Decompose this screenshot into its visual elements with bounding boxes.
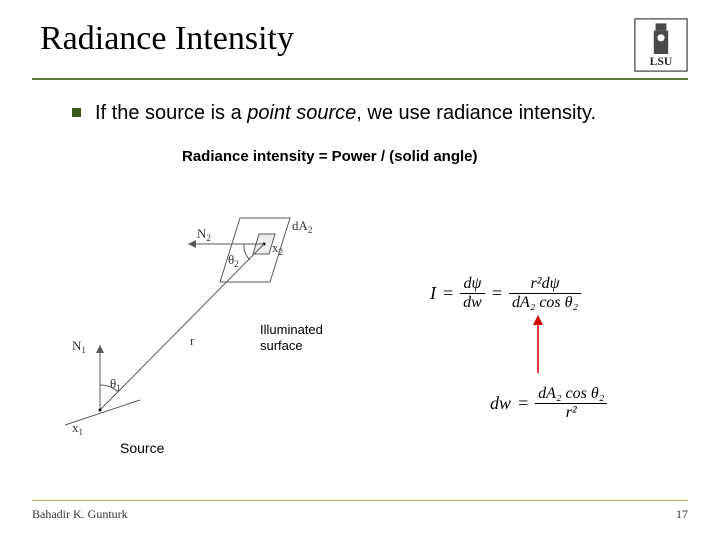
label-illuminated-l2: surface [260, 338, 303, 353]
equals-icon: = [517, 393, 529, 414]
eq1-frac2-den: dA₂ cos θ₂ [509, 294, 581, 312]
eq2-num: dA₂ cos θ₂ [535, 385, 607, 403]
page-title: Radiance Intensity [32, 20, 294, 58]
label-x2: x2 [272, 240, 283, 257]
slide: Radiance Intensity LSU If the source is … [0, 0, 720, 540]
label-source: Source [120, 440, 164, 456]
label-r: r [190, 333, 195, 348]
label-da2: dA2 [292, 218, 312, 235]
bullet-text-pre: If the source is a [95, 102, 247, 124]
bullet-text-post: , we use radiance intensity. [356, 102, 596, 124]
eq2-lhs: dw [490, 393, 511, 414]
eq2-frac: dA₂ cos θ₂ r² [535, 385, 607, 421]
label-theta1: θ1 [110, 376, 121, 393]
equals-icon: = [491, 283, 503, 304]
label-n1: N1 [72, 338, 86, 355]
footer-page-number: 17 [676, 507, 688, 522]
eq1-frac1-num: dψ [461, 275, 485, 293]
eq1-frac1-den: dw [460, 294, 485, 312]
bullet-row: If the source is a point source, we use … [62, 100, 678, 126]
bullet-icon [72, 108, 81, 117]
equation-solid-angle: dw = dA₂ cos θ₂ r² [490, 385, 607, 421]
body-area: If the source is a point source, we use … [32, 80, 688, 165]
label-theta2: θ2 [228, 252, 239, 269]
label-n2: N2 [197, 226, 211, 243]
footer-author: Bahadir K. Gunturk [32, 507, 128, 522]
eq1-frac1: dψ dw [460, 275, 485, 311]
footer: Bahadir K. Gunturk 17 [32, 500, 688, 522]
equation-intensity: I = dψ dw = r²dψ dA₂ cos θ₂ [430, 275, 690, 311]
label-illuminated-l1: Illuminated [260, 322, 323, 337]
bullet-text: If the source is a point source, we use … [95, 100, 596, 126]
lsu-logo: LSU [634, 18, 688, 72]
eq2-den: r² [563, 404, 580, 422]
footer-divider [32, 500, 688, 501]
label-illuminated: Illuminated surface [260, 322, 323, 353]
label-x1: x1 [72, 420, 83, 437]
red-arrow-icon [530, 315, 546, 375]
formula-line: Radiance intensity = Power / (solid angl… [182, 148, 678, 165]
equals-icon: = [442, 283, 454, 304]
eq1-frac2-num: r²dψ [528, 275, 563, 293]
title-row: Radiance Intensity LSU [32, 20, 688, 72]
eq1-lhs: I [430, 283, 436, 304]
bullet-text-italic: point source [247, 102, 356, 124]
svg-text:LSU: LSU [650, 55, 673, 68]
eq1-frac2: r²dψ dA₂ cos θ₂ [509, 275, 581, 311]
